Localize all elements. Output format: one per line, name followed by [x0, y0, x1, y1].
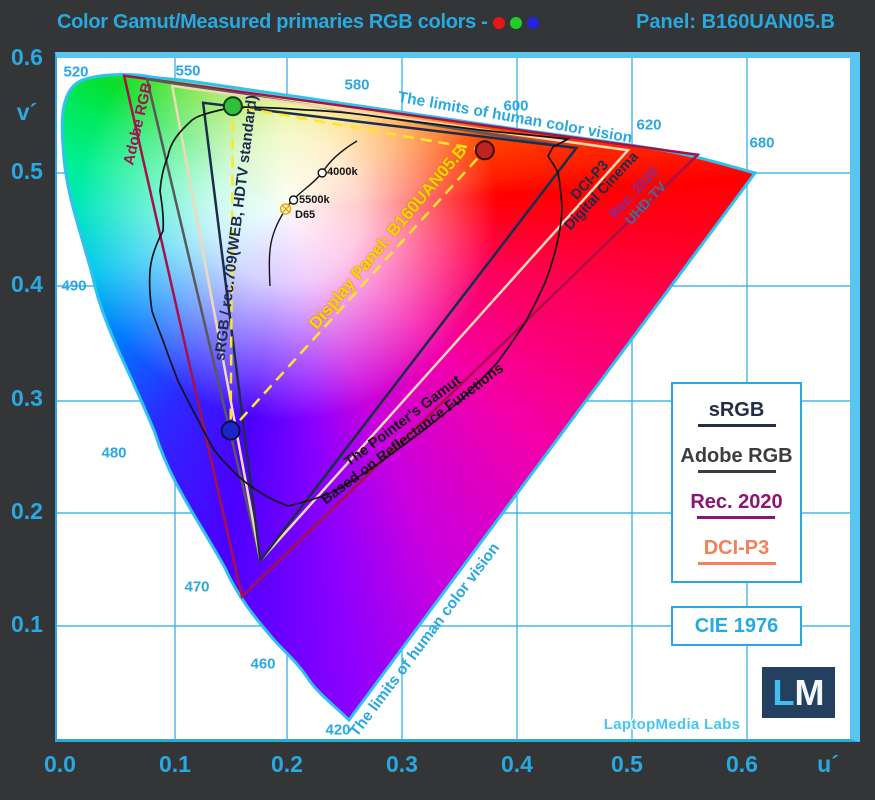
legend-label-srgb: sRGB — [708, 398, 765, 421]
y-axis-label: v´ — [16, 99, 38, 125]
legend-underline-dci-p3 — [697, 562, 776, 566]
wavelength-520: 520 — [63, 63, 89, 81]
x-tick-0.5: 0.5 — [611, 751, 643, 777]
legend-item-srgb: sRGB — [697, 398, 776, 427]
blue-primary-icon — [526, 16, 539, 29]
wavelength-580: 580 — [344, 76, 370, 94]
gamut-triangle-srgb — [201, 101, 579, 564]
y-tick-0.2: 0.2 — [11, 498, 43, 524]
measured-green-primary-dot — [222, 96, 243, 117]
y-tick-0.3: 0.3 — [11, 385, 43, 411]
x-tick-0.0: 0.0 — [44, 751, 76, 777]
cie-1976-badge: CIE 1976 — [671, 606, 802, 646]
laptopmedia-logo: L M — [762, 667, 835, 718]
y-tick-0.5: 0.5 — [11, 158, 43, 184]
measured-red-primary-dot — [474, 140, 495, 161]
spectral-locus-outline — [60, 73, 758, 723]
white-point-d65-label: D65 — [295, 209, 316, 221]
gamut-legend: sRGB Adobe RGB Rec. 2020 DCI-P3 — [671, 382, 802, 583]
legend-item-dci-p3: DCI-P3 — [697, 537, 776, 566]
x-tick-0.2: 0.2 — [271, 751, 303, 777]
legend-label-dci-p3: DCI-P3 — [703, 537, 770, 560]
legend-label-adobe-rgb: Adobe RGB — [680, 444, 793, 467]
legend-label-rec2020: Rec. 2020 — [690, 491, 783, 514]
x-tick-0.1: 0.1 — [159, 751, 191, 777]
white-point-4000k — [317, 168, 327, 178]
y-tick-0.1: 0.1 — [11, 611, 43, 637]
gamut-triangle-rec-2020 — [122, 74, 701, 600]
wavelength-680: 680 — [749, 134, 775, 152]
white-point-4000k-label: 4000k — [327, 166, 358, 178]
x-tick-0.6: 0.6 — [726, 751, 758, 777]
legend-item-rec2020: Rec. 2020 — [690, 491, 783, 520]
y-tick-0.4: 0.4 — [11, 271, 43, 297]
white-point-5500k-label: 5500k — [299, 194, 330, 206]
gamut-overlay — [60, 73, 758, 723]
d65-cross-icon — [281, 204, 291, 214]
title-text: Color Gamut/Measured primaries RGB color… — [57, 11, 488, 33]
gamut-triangle-adobe-rgb — [145, 77, 579, 564]
wavelength-470: 470 — [184, 578, 210, 596]
wavelength-420: 420 — [325, 721, 351, 739]
logo-letter-m: M — [794, 671, 825, 713]
wavelength-460: 460 — [250, 655, 276, 673]
wavelength-600: 600 — [503, 97, 529, 115]
gamut-triangles — [122, 74, 701, 600]
legend-underline-rec2020 — [697, 516, 776, 520]
gamut-triangle-dci-p3 — [170, 84, 631, 564]
legend-underline-adobe-rgb — [697, 469, 776, 473]
x-tick-0.4: 0.4 — [501, 751, 533, 777]
gamut-triangle-display-panel — [229, 104, 488, 434]
green-primary-icon — [509, 16, 522, 29]
x-axis-label: u´ — [817, 751, 839, 777]
measured-primary-dots — [220, 96, 495, 441]
legend-item-adobe-rgb: Adobe RGB — [680, 444, 793, 473]
x-tick-0.3: 0.3 — [386, 751, 418, 777]
white-point-5500k — [288, 195, 299, 205]
brand-watermark: LaptopMedia Labs — [603, 716, 741, 733]
panel-id-label: Panel: B160UAN05.B — [636, 11, 835, 33]
y-tick-0.6: 0.6 — [11, 44, 43, 70]
measured-blue-primary-dot — [220, 420, 241, 441]
red-primary-icon — [492, 16, 505, 29]
wavelength-490: 490 — [61, 277, 87, 295]
wavelength-620: 620 — [636, 116, 662, 134]
page-title: Color Gamut/Measured primaries RGB color… — [57, 11, 539, 34]
wavelength-480: 480 — [101, 444, 127, 462]
pointers-gamut-curve — [148, 106, 571, 507]
logo-letter-l: L — [772, 671, 795, 713]
legend-underline-srgb — [697, 423, 776, 427]
wavelength-550: 550 — [175, 62, 201, 80]
